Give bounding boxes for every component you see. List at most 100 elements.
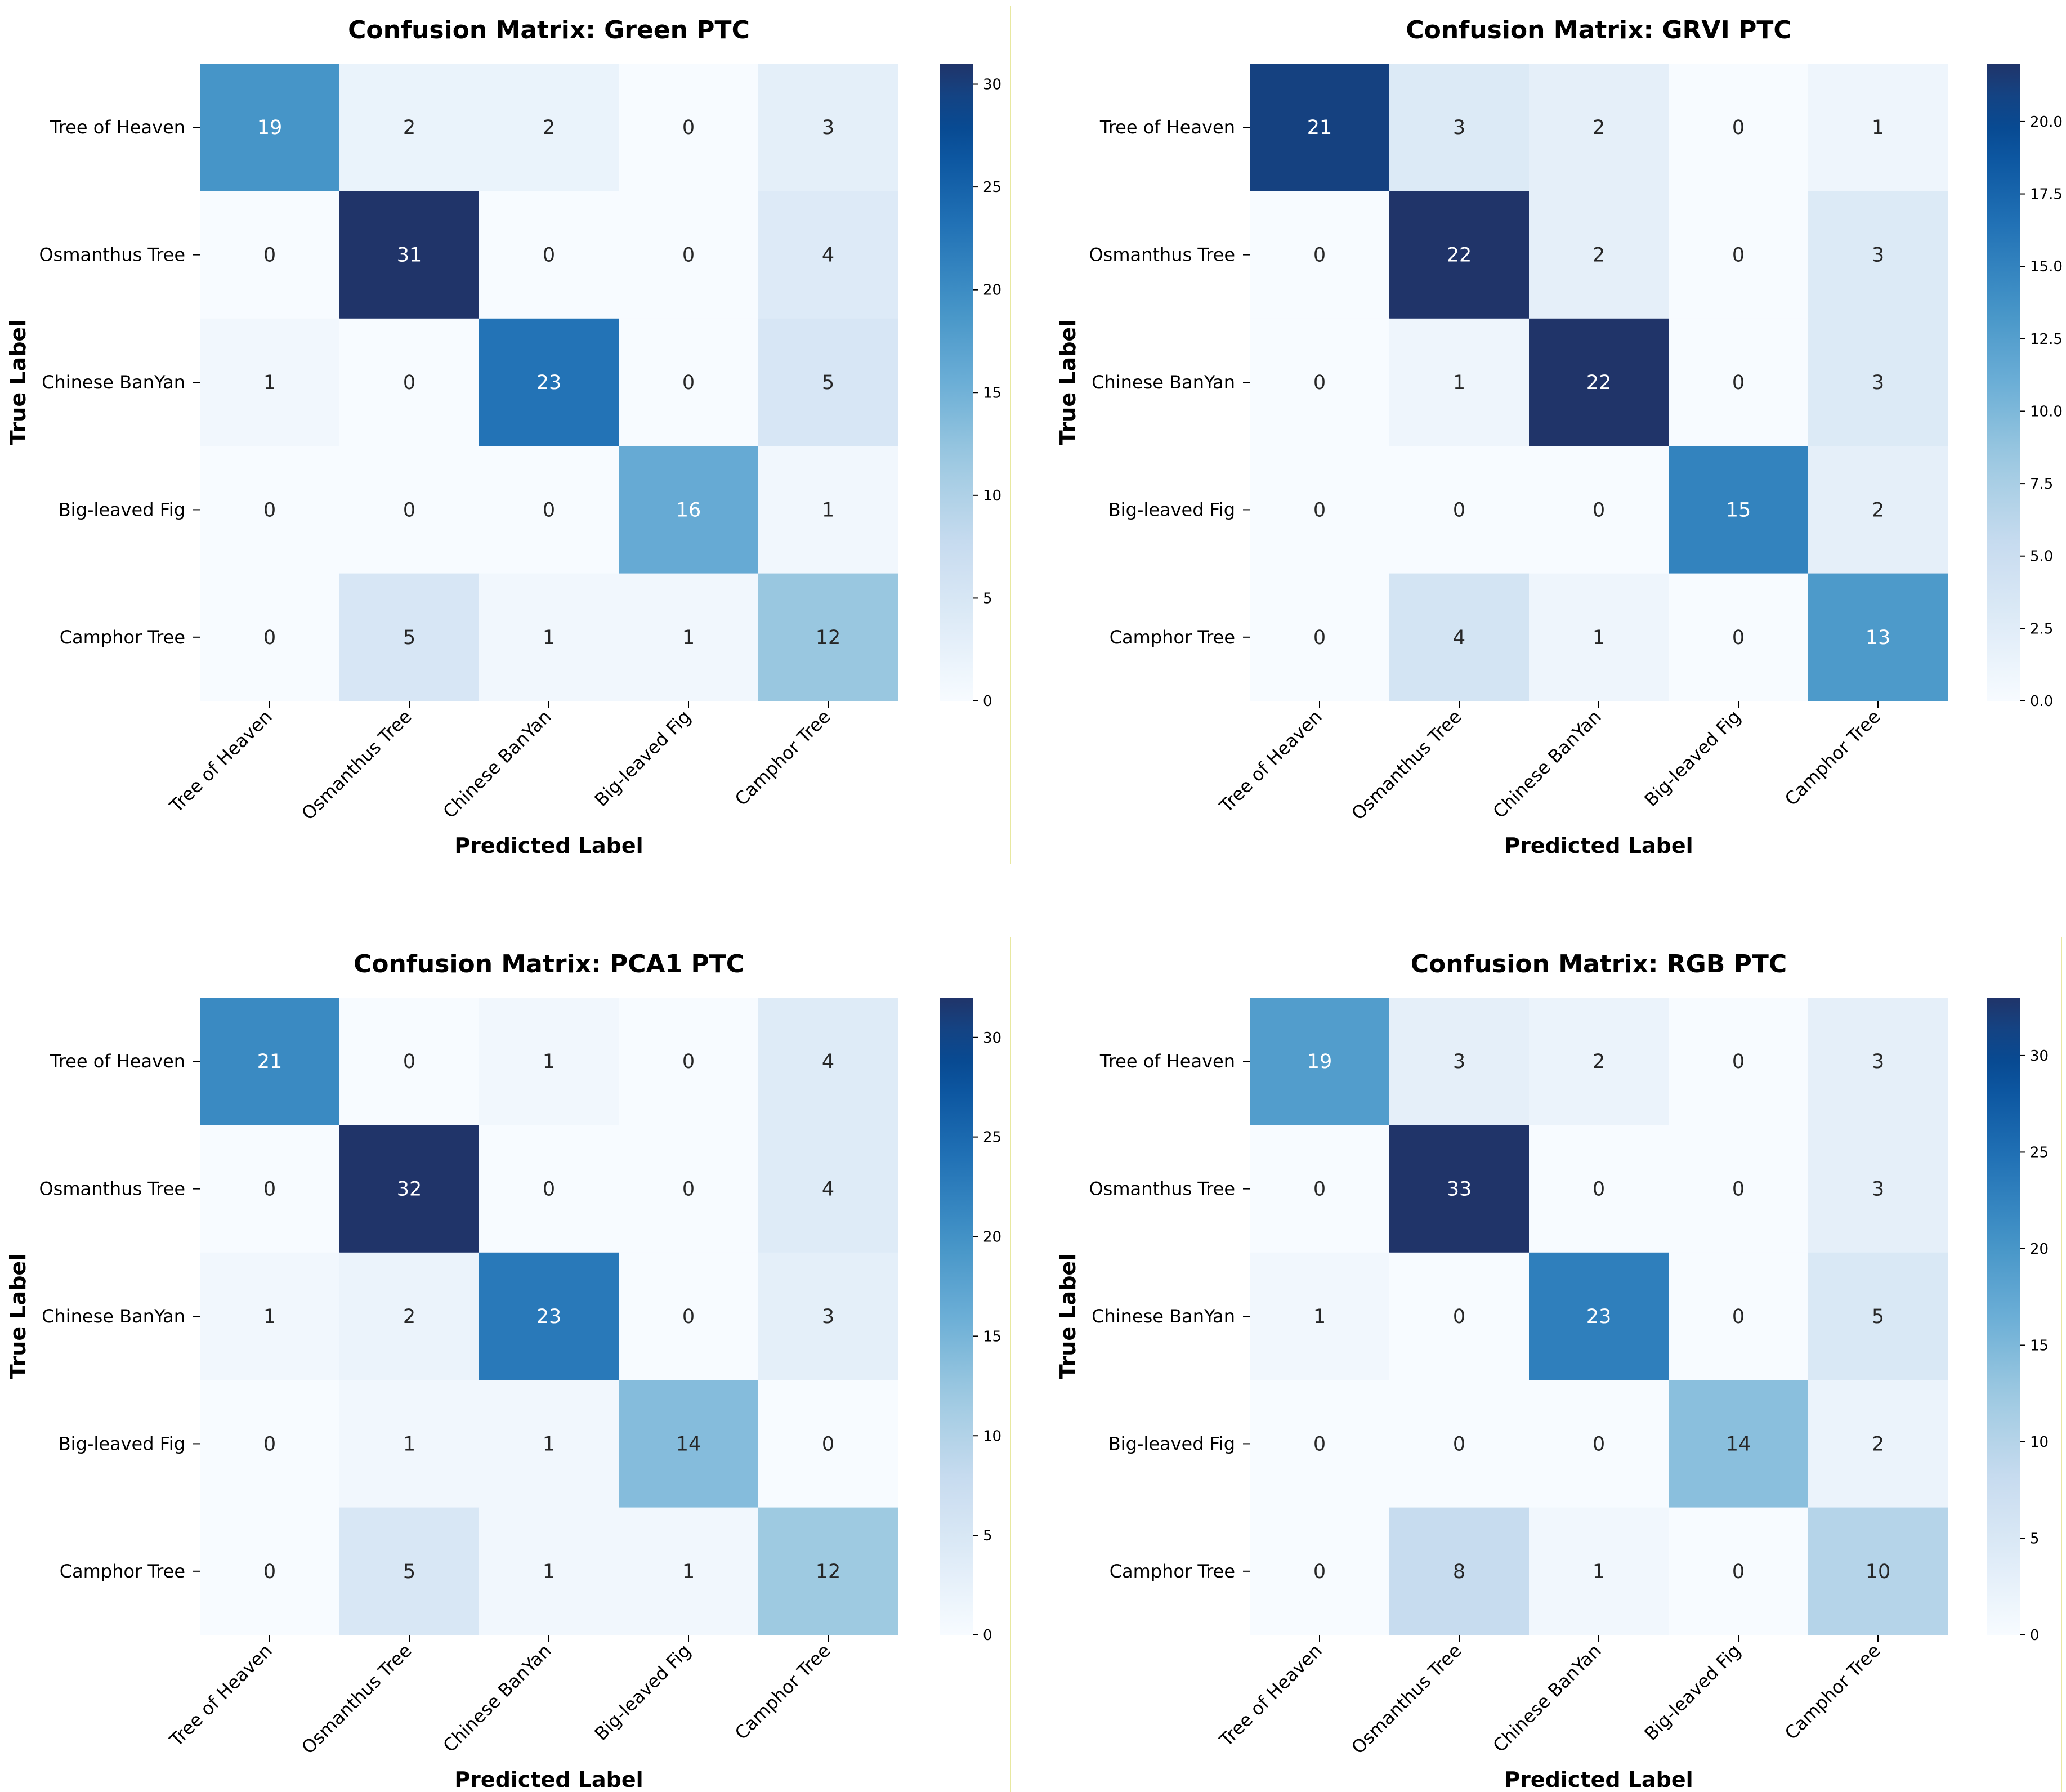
y-tick-label: Big-leaved Fig bbox=[59, 1433, 185, 1454]
matrix-cell bbox=[758, 1125, 898, 1253]
matrix-cell bbox=[200, 1507, 340, 1635]
cell-value-label: 0 bbox=[403, 499, 415, 521]
matrix-cell bbox=[479, 446, 619, 574]
matrix-cell bbox=[1808, 1380, 1948, 1508]
cell-value-label: 2 bbox=[1593, 244, 1605, 267]
matrix-cells: 21 3 2 0 10 22 2 0 30 1 22 0 30 0 0 15 20 4 1 0 13 bbox=[1250, 64, 1948, 701]
matrix-cell bbox=[1250, 191, 1390, 319]
cell-value-label: 3 bbox=[1872, 1051, 1884, 1073]
cell-value-label: 31 bbox=[397, 244, 422, 267]
cell-value-label: 1 bbox=[543, 1433, 555, 1455]
cell-value-label: 3 bbox=[1872, 244, 1884, 267]
cell-value-label: 2 bbox=[1872, 499, 1884, 521]
cell-value-label: 0 bbox=[1732, 1051, 1745, 1073]
matrix-cell bbox=[1669, 191, 1809, 319]
cell-value-label: 14 bbox=[676, 1433, 701, 1455]
cell-value-label: 0 bbox=[543, 1178, 555, 1201]
matrix-cells: 19 3 2 0 30 33 0 0 31 0 23 0 50 0 0 14 20 8 1 0 10 bbox=[1250, 998, 1948, 1635]
y-tick-label: Osmanthus Tree bbox=[39, 244, 185, 266]
matrix-cell bbox=[619, 191, 759, 319]
cell-value-label: 3 bbox=[1872, 1178, 1884, 1201]
colorbar-tick-label: 12.5 bbox=[2030, 331, 2063, 348]
colorbar-tick-label: 7.5 bbox=[2030, 476, 2053, 493]
matrix-cell bbox=[1808, 1125, 1948, 1253]
cell-value-label: 1 bbox=[403, 1433, 415, 1455]
cell-value-label: 0 bbox=[1313, 627, 1326, 649]
cell-value-label: 2 bbox=[1872, 1433, 1884, 1455]
matrix-cell bbox=[479, 573, 619, 701]
cell-value-label: 0 bbox=[1593, 1178, 1605, 1201]
matrix-cell bbox=[1250, 1380, 1390, 1508]
y-tick-label: Big-leaved Fig bbox=[59, 499, 185, 520]
matrix-cell bbox=[1669, 1125, 1809, 1253]
colorbar-tick-label: 20 bbox=[2030, 1241, 2049, 1258]
matrix-cell bbox=[339, 998, 480, 1125]
colorbar-tick-label: 25 bbox=[983, 179, 1001, 196]
colorbar-tick-label: 30 bbox=[983, 1030, 1001, 1047]
matrix-cell bbox=[200, 318, 340, 446]
matrix-cell bbox=[200, 1380, 340, 1508]
matrix-cell bbox=[1250, 998, 1390, 1125]
matrix-cell bbox=[1250, 64, 1390, 191]
cell-value-label: 3 bbox=[1453, 1051, 1465, 1073]
cell-value-label: 12 bbox=[816, 1561, 841, 1583]
matrix-cell bbox=[1669, 1380, 1809, 1508]
cell-value-label: 1 bbox=[682, 1561, 695, 1583]
cell-value-label: 0 bbox=[682, 1178, 695, 1201]
matrix-cell bbox=[1389, 1507, 1530, 1635]
cell-value-label: 1 bbox=[822, 499, 834, 521]
panel-title: Confusion Matrix: GRVI PTC bbox=[1406, 16, 1791, 44]
colorbar-tick-label: 10 bbox=[983, 1428, 1001, 1445]
matrix-cell bbox=[1808, 64, 1948, 191]
matrix-cell bbox=[619, 1380, 759, 1508]
y-tick-label: Tree of Heaven bbox=[1099, 117, 1235, 138]
x-axis-label: Predicted Label bbox=[1504, 1767, 1693, 1792]
x-axis-label: Predicted Label bbox=[454, 833, 643, 858]
cell-value-label: 5 bbox=[1872, 1306, 1884, 1328]
cell-value-label: 3 bbox=[822, 1306, 834, 1328]
y-tick-label: Camphor Tree bbox=[1110, 1561, 1235, 1582]
cell-value-label: 0 bbox=[1732, 117, 1745, 139]
cell-value-label: 1 bbox=[1593, 627, 1605, 649]
matrix-cell bbox=[619, 998, 759, 1125]
matrix-cell bbox=[1808, 191, 1948, 319]
cell-value-label: 0 bbox=[1313, 1433, 1326, 1455]
cell-value-label: 10 bbox=[1866, 1561, 1891, 1583]
x-axis-label: Predicted Label bbox=[454, 1767, 643, 1792]
cell-value-label: 4 bbox=[822, 244, 834, 267]
cell-value-label: 8 bbox=[1453, 1561, 1465, 1583]
y-tick-label: Tree of Heaven bbox=[50, 1051, 185, 1072]
cell-value-label: 0 bbox=[263, 627, 276, 649]
y-tick-label: Chinese BanYan bbox=[42, 1306, 185, 1327]
colorbar-tick-label: 30 bbox=[983, 77, 1001, 93]
matrix-cell bbox=[1250, 1507, 1390, 1635]
matrix-cell bbox=[1529, 446, 1669, 574]
y-tick-label: Big-leaved Fig bbox=[1108, 499, 1235, 520]
matrix-cell bbox=[1389, 1125, 1530, 1253]
colorbar-tick-label: 5 bbox=[2030, 1530, 2040, 1547]
matrix-cell bbox=[758, 191, 898, 319]
matrix-cell bbox=[339, 1125, 480, 1253]
cell-value-label: 0 bbox=[682, 1306, 695, 1328]
y-tick-label: Chinese BanYan bbox=[42, 372, 185, 393]
matrix-cell bbox=[1669, 1507, 1809, 1635]
cell-value-label: 2 bbox=[403, 117, 415, 139]
cell-value-label: 14 bbox=[1726, 1433, 1751, 1455]
colorbar-tick-label: 2.5 bbox=[2030, 620, 2053, 637]
matrix-cell bbox=[339, 318, 480, 446]
y-tick-label: Osmanthus Tree bbox=[39, 1178, 185, 1200]
panel-title: Confusion Matrix: PCA1 PTC bbox=[354, 950, 744, 978]
matrix-cell bbox=[200, 191, 340, 319]
matrix-cells: 21 0 1 0 40 32 0 0 41 2 23 0 30 1 1 14 00 5 1 1 12 bbox=[200, 998, 898, 1635]
cell-value-label: 0 bbox=[1453, 1433, 1465, 1455]
cell-value-label: 1 bbox=[1453, 372, 1465, 394]
y-tick-label: Big-leaved Fig bbox=[1108, 1433, 1235, 1454]
matrix-cell bbox=[619, 573, 759, 701]
cell-value-label: 0 bbox=[1313, 244, 1326, 267]
matrix-cell bbox=[758, 446, 898, 574]
y-tick-label: Tree of Heaven bbox=[50, 117, 185, 138]
colorbar-tick-label: 5 bbox=[983, 590, 992, 607]
